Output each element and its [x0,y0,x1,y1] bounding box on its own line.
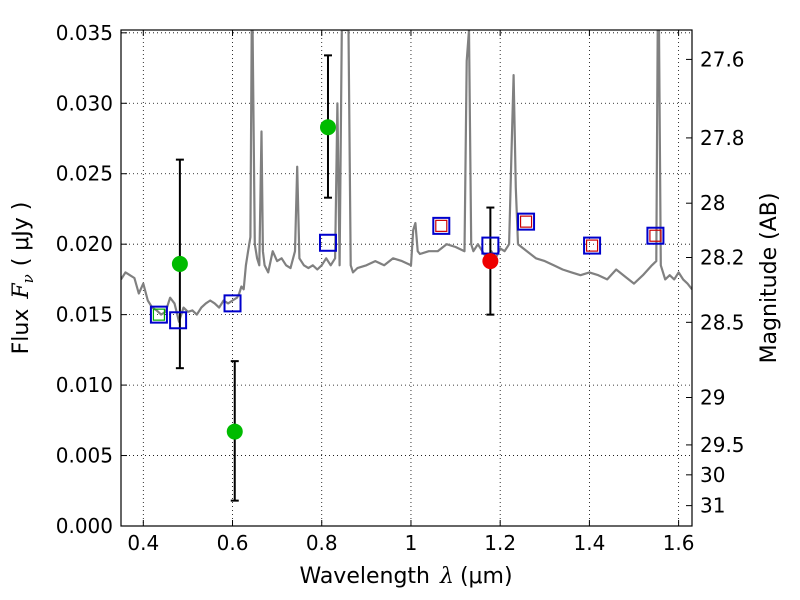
y2-tick-label: 28.5 [700,310,745,334]
model-box-inner [152,308,166,321]
y2-tick-label: 28 [700,191,725,215]
y-tick-label: 0.030 [56,91,113,115]
x-tick-label: 0.8 [306,531,338,555]
model-box-inner [585,239,599,252]
y-tick-label: 0.000 [56,514,113,538]
x-tick-label: 1.4 [573,531,605,555]
x-tick-label: 1.6 [663,531,695,555]
model-box [432,216,451,235]
y2-tick-label: 27.6 [700,47,745,71]
model-box-inner [649,229,662,242]
y2-tick-label: 29.5 [700,433,745,457]
detection-point [482,253,499,270]
model-box-inner [519,215,533,228]
model-box [223,294,242,313]
y-ticks: 0.000 0.005 0.010 0.015 0.020 0.025 0.030 0.035 [56,21,127,538]
model-box [149,305,168,324]
x-tick-label: 1 [405,531,418,555]
grid [121,30,692,527]
model-box [646,226,665,245]
model-box-inner [435,219,448,232]
x-ticks: 0.4 0.6 0.8 1 1.2 1.4 1.6 [127,30,695,555]
detection-point [319,119,336,136]
x-axis-label: Wavelength λ (μm) [299,564,512,589]
y-tick-label: 0.005 [56,444,113,468]
x-tick-label: 1.2 [484,531,516,555]
model-box-layer [149,212,665,330]
detection-point-layer [171,119,499,440]
y2-tick-label: 29 [700,385,725,409]
model-box [517,212,536,231]
detection-point [226,423,243,440]
y2-tick-label: 31 [700,494,725,518]
model-box [318,233,337,252]
x-tick-label: 0.6 [217,531,249,555]
spectrum-layer [121,30,692,323]
y-tick-label: 0.025 [56,162,113,186]
x-tick-label: 0.4 [127,531,159,555]
y2-tick-label: 30 [700,463,725,487]
y2-axis-label: Magnitude (AB) [757,193,782,364]
model-box [583,236,602,255]
y-tick-label: 0.015 [56,303,113,327]
y-tick-label: 0.010 [56,373,113,397]
detection-point [171,255,188,272]
plot-frame [120,29,693,527]
y-axis-label: FluxFν( μJy ) [9,202,37,355]
y-tick-label: 0.020 [56,232,113,256]
model-box [169,311,188,330]
y2-ticks: 27.6 27.8 28 28.2 28.5 29 29.5 30 31 [686,47,745,518]
spectrum-line [121,30,692,323]
y-tick-label: 0.035 [56,21,113,45]
y2-tick-label: 28.2 [700,246,745,270]
y2-tick-label: 27.8 [700,126,745,150]
plot-area [121,30,692,526]
